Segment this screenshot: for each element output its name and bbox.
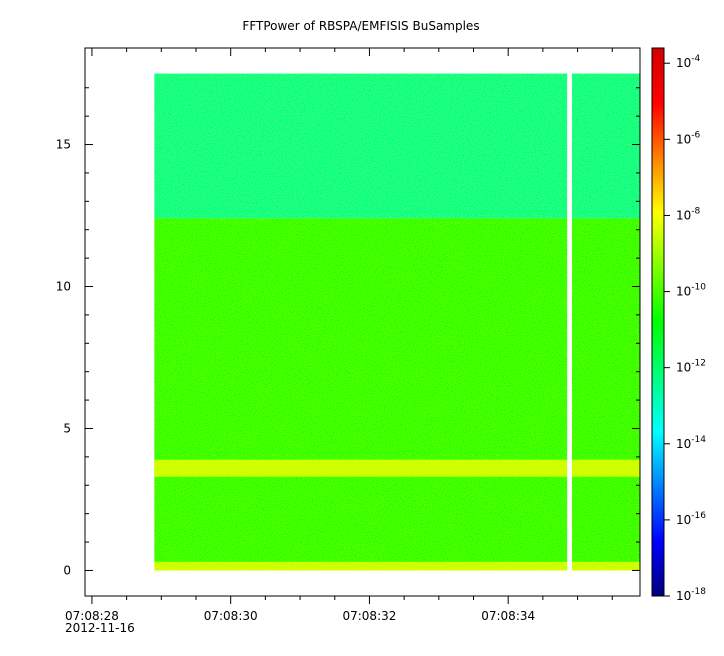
colorbar-tick-label: 10-14 <box>676 435 706 451</box>
colorbar-axis: 10-4 10-6 10-8 10-10 10-12 10-14 10-16 10-18 <box>664 54 706 603</box>
x-date-label: 2012-11-16 <box>65 621 135 635</box>
x-tick-label: 07:08:32 <box>342 609 396 623</box>
y-axis: 0 5 10 15 <box>56 87 640 577</box>
x-tick-label: 07:08:34 <box>481 609 535 623</box>
colorbar-tick-label: 10-12 <box>676 359 706 375</box>
y-tick-label: 0 <box>63 563 71 577</box>
spectrogram-noise-texture <box>154 73 640 571</box>
chart-title: FFTPower of RBSPA/EMFISIS BuSamples <box>242 19 479 33</box>
x-tick-label: 07:08:30 <box>204 609 258 623</box>
colorbar-tick-label: 10-4 <box>676 54 701 70</box>
y-tick-label: 15 <box>56 138 71 152</box>
data-gap <box>567 73 573 571</box>
colorbar-tick-label: 10-18 <box>676 587 706 603</box>
colorbar-tick-label: 10-6 <box>676 130 701 146</box>
colorbar-tick-label: 10-8 <box>676 206 701 222</box>
colorbar-tick-label: 10-10 <box>676 283 706 299</box>
x-axis: 07:08:28 07:08:30 07:08:32 07:08:34 <box>65 48 613 623</box>
y-tick-label: 5 <box>63 421 71 435</box>
y-tick-label: 10 <box>56 280 71 294</box>
x-tick-label: 07:08:28 <box>65 609 119 623</box>
colorbar <box>651 47 665 597</box>
colorbar-tick-label: 10-16 <box>676 511 706 527</box>
plot-frame <box>84 47 641 597</box>
